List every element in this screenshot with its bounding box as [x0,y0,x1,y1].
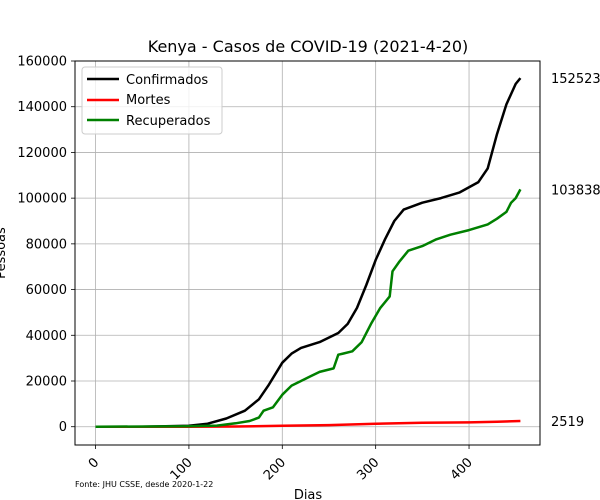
series-line-confirmados [95,77,522,428]
y-axis-ticks: 0 20000 40000 60000 80000 100000 120000 140000 1… [17,55,75,435]
legend-label-recuperados: Recuperados [126,114,211,129]
series-line-recuperados [95,188,522,428]
legend-label-mortes: Mortes [126,93,171,108]
y-tick-label: 40000 [26,329,67,344]
x-tick-label: 300 [354,455,382,483]
x-tick-label: 200 [261,455,289,483]
x-tick-label: 0 [86,455,102,471]
legend: Confirmados Mortes Recuperados [81,66,223,135]
legend-label-confirmados: Confirmados [126,73,208,88]
series-end-labels: 152523 2519 103838 [551,72,600,430]
y-tick-label: 160000 [17,55,67,70]
y-tick-label: 20000 [26,375,67,390]
y-tick-label: 140000 [17,100,67,115]
x-tick-label: 400 [448,455,476,483]
end-label-recuperados: 103838 [551,183,600,198]
plot-area-frame [74,60,541,446]
y-tick-label: 120000 [17,146,67,161]
x-axis-ticks: 0 100 200 300 400 [86,445,476,483]
y-tick-label: 60000 [26,283,67,298]
y-tick-label: 80000 [26,237,67,252]
chart-title: Kenya - Casos de COVID-19 (2021-4-20) [148,37,468,56]
y-tick-label: 0 [59,420,67,435]
x-axis-label: Dias [294,488,323,500]
y-tick-label: 100000 [17,192,67,207]
series-lines [95,77,522,428]
y-axis-label: Pessoas [0,227,9,279]
legend-box [81,66,223,135]
end-label-confirmados: 152523 [551,72,600,87]
source-note: Fonte: JHU CSSE, desde 2020-1-22 [75,480,213,489]
end-label-mortes: 2519 [551,415,584,430]
